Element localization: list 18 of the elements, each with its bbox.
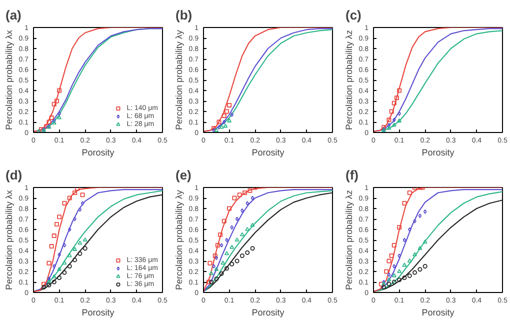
y-axis-title: Percolation probability λy [174, 189, 184, 290]
y-axis-title: Percolation probability λx [4, 29, 14, 130]
x-axis-title: Porosity [422, 148, 455, 158]
x-axis-title: Porosity [252, 148, 285, 158]
x-axis-title: Porosity [82, 148, 115, 158]
y-axis-title: Percolation probability λz [344, 189, 354, 290]
y-axis-title: Percolation probability λy [174, 29, 184, 130]
y-axis-title: Percolation probability λx [4, 189, 14, 290]
chart-title: (b) [176, 8, 192, 22]
x-axis-title: Porosity [422, 308, 455, 318]
chart-title: (c) [346, 8, 362, 22]
chart-title: (e) [176, 168, 192, 182]
y-axis-title: Percolation probability λz [344, 29, 354, 130]
x-axis-title: Porosity [252, 308, 285, 318]
chart-title: (d) [6, 168, 22, 182]
chart-title: (a) [6, 8, 22, 22]
chart-title: (f) [346, 168, 358, 182]
x-axis-title: Porosity [82, 308, 115, 318]
